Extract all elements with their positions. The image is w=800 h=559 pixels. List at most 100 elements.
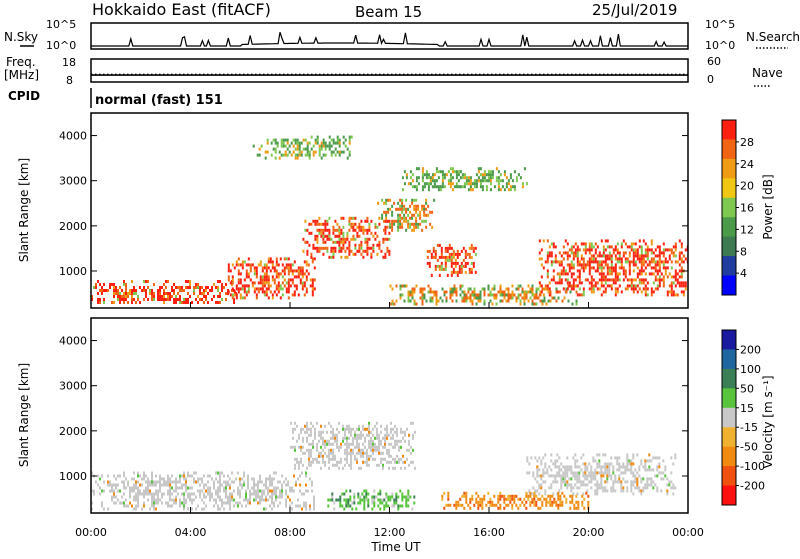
scatter-cell <box>582 483 585 487</box>
scatter-cell <box>215 471 217 475</box>
scatter-cell <box>588 272 591 276</box>
scatter-cell <box>157 295 159 298</box>
scatter-cell <box>306 147 309 151</box>
scatter-cell <box>181 492 183 496</box>
scatter-cell <box>443 290 446 294</box>
scatter-cell <box>481 287 484 291</box>
scatter-cell <box>604 278 607 282</box>
scatter-cell <box>608 278 611 282</box>
scatter-cell <box>302 463 304 467</box>
scatter-cell <box>664 260 667 264</box>
scatter-cell <box>372 246 375 250</box>
scatter-cell <box>370 219 373 223</box>
scatter-cell <box>650 483 653 487</box>
scatter-cell <box>243 278 246 282</box>
scatter-cell <box>139 492 141 496</box>
scatter-cell <box>322 138 325 142</box>
scatter-cell <box>576 260 579 264</box>
scatter-cell <box>314 457 316 461</box>
scatter-cell <box>503 506 506 510</box>
scatter-cell <box>151 498 153 502</box>
scatter-cell <box>334 433 336 437</box>
scatter-cell <box>620 257 623 261</box>
scatter-cell <box>311 293 314 297</box>
scatter-cell <box>199 286 201 289</box>
scatter-cell <box>253 483 255 487</box>
y-tick-label: 2000 <box>59 220 87 233</box>
scatter-cell <box>650 272 653 276</box>
scatter-cell <box>614 245 617 249</box>
scatter-cell <box>622 477 625 481</box>
scatter-cell <box>255 287 258 291</box>
scatter-cell <box>600 266 603 270</box>
scatter-cell <box>318 454 320 458</box>
scatter-cell <box>314 436 316 440</box>
scatter-cell <box>444 264 447 268</box>
scatter-cell <box>304 228 307 232</box>
scatter-cell <box>403 216 406 220</box>
scatter-cell <box>483 287 486 291</box>
scatter-cell <box>348 138 351 142</box>
scatter-cell <box>249 498 251 502</box>
scatter-cell <box>410 421 412 425</box>
scatter-cell <box>301 269 304 273</box>
scatter-cell <box>320 424 322 428</box>
scatter-cell <box>328 451 330 455</box>
scatter-cell <box>351 507 354 511</box>
scatter-cell <box>301 266 304 270</box>
colorbar-tick-label: 50 <box>740 382 754 395</box>
scatter-cell <box>638 281 641 285</box>
scatter-cell <box>245 495 247 499</box>
scatter-cell <box>400 445 402 449</box>
scatter-cell <box>431 290 434 294</box>
scatter-cell <box>450 273 453 277</box>
scatter-cell <box>596 471 599 475</box>
scatter-cell <box>541 500 544 504</box>
scatter-cell <box>570 284 573 288</box>
scatter-cell <box>141 289 143 292</box>
scatter-cell <box>567 299 570 303</box>
cpid-text: normal (fast) 151 <box>95 93 223 108</box>
scatter-cell <box>175 301 177 304</box>
scatter-cell <box>143 286 145 289</box>
scatter-cell <box>233 480 235 484</box>
scatter-cell <box>568 465 571 469</box>
scatter-cell <box>491 170 494 174</box>
scatter-cell <box>507 188 510 192</box>
scatter-cell <box>255 489 257 493</box>
scatter-cell <box>451 176 454 180</box>
scatter-cell <box>161 295 163 298</box>
scatter-cell <box>594 251 597 255</box>
scatter-cell <box>594 489 597 493</box>
scatter-cell <box>556 459 559 463</box>
scatter-cell <box>271 263 274 267</box>
scatter-cell <box>215 501 217 505</box>
scatter-cell <box>318 231 321 235</box>
scatter-cell <box>564 471 567 475</box>
scatter-cell <box>682 260 685 264</box>
scatter-cell <box>438 255 441 259</box>
scatter-cell <box>423 287 426 291</box>
scatter-cell <box>477 503 480 507</box>
scatter-cell <box>384 228 387 232</box>
scatter-cell <box>153 283 155 286</box>
scatter-cell <box>557 497 560 501</box>
scatter-cell <box>282 141 285 145</box>
scatter-cell <box>267 477 269 481</box>
scatter-cell <box>660 489 663 493</box>
scatter-cell <box>447 497 450 501</box>
scatter-cell <box>411 293 414 297</box>
scatter-cell <box>549 500 552 504</box>
scatter-cell <box>229 495 231 499</box>
scatter-cell <box>604 281 607 285</box>
scatter-cell <box>570 489 573 493</box>
scatter-cell <box>421 167 424 171</box>
scatter-cell <box>183 474 185 478</box>
scatter-cell <box>459 176 462 180</box>
x-axis-label: Time UT <box>370 540 421 554</box>
scatter-cell <box>501 299 504 303</box>
scatter-cell <box>330 153 333 157</box>
scatter-cell <box>259 287 262 291</box>
scatter-cell <box>332 430 334 434</box>
scatter-cell <box>527 494 530 498</box>
